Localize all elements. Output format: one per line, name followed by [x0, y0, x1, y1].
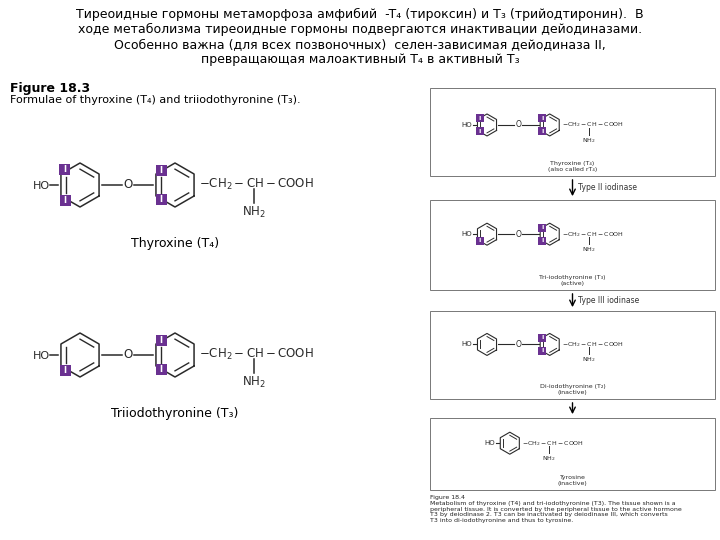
- Bar: [539, 127, 546, 136]
- Text: I: I: [478, 116, 481, 121]
- Text: HO: HO: [462, 341, 472, 347]
- Text: I: I: [160, 336, 163, 346]
- Bar: [475, 127, 484, 136]
- Bar: [475, 237, 484, 245]
- Bar: [430, 311, 715, 399]
- Text: $\mathsf{NH_2}$: $\mathsf{NH_2}$: [582, 245, 595, 254]
- Text: I: I: [541, 348, 544, 354]
- Text: I: I: [63, 366, 66, 375]
- Bar: [539, 114, 546, 123]
- Bar: [475, 114, 484, 123]
- Bar: [156, 363, 166, 375]
- Text: $\mathsf{-CH_2-CH-COOH}$: $\mathsf{-CH_2-CH-COOH}$: [562, 120, 624, 130]
- Bar: [539, 224, 546, 232]
- Text: Tri-iodothyronine (T₃)
(active): Tri-iodothyronine (T₃) (active): [539, 275, 606, 286]
- Text: HO: HO: [462, 231, 472, 237]
- Text: $\mathsf{NH_2}$: $\mathsf{NH_2}$: [582, 355, 595, 364]
- Text: I: I: [541, 238, 544, 243]
- Text: I: I: [160, 364, 163, 374]
- Text: $\mathsf{-CH_2-CH-COOH}$: $\mathsf{-CH_2-CH-COOH}$: [562, 230, 624, 239]
- Text: HO: HO: [33, 181, 50, 191]
- Text: Тиреоидные гормоны метаморфоза амфибий  -T₄ (тироксин) и T₃ (трийодтиронин).  В: Тиреоидные гормоны метаморфоза амфибий -…: [76, 8, 644, 21]
- Bar: [156, 193, 166, 205]
- Text: $\mathsf{NH_2}$: $\mathsf{NH_2}$: [542, 454, 556, 463]
- Text: Triiodothyronine (T₃): Triiodothyronine (T₃): [112, 407, 239, 420]
- Bar: [430, 418, 715, 490]
- Text: I: I: [541, 116, 544, 121]
- Text: Di-iodothyronine (T₂)
(inactive): Di-iodothyronine (T₂) (inactive): [539, 384, 606, 395]
- Text: Thyroxine (T₄)
(also called rT₄): Thyroxine (T₄) (also called rT₄): [548, 161, 597, 172]
- Text: превращающая малоактивный T₄ в активный T₃: превращающая малоактивный T₄ в активный …: [201, 53, 519, 66]
- Text: I: I: [541, 335, 544, 340]
- Text: I: I: [541, 225, 544, 230]
- Bar: [539, 347, 546, 355]
- Bar: [60, 194, 71, 206]
- Text: O: O: [516, 120, 521, 130]
- Text: $\mathsf{-CH_2-CH-COOH}$: $\mathsf{-CH_2-CH-COOH}$: [562, 340, 624, 349]
- Text: Tyrosine
(inactive): Tyrosine (inactive): [557, 475, 588, 486]
- Text: I: I: [160, 194, 163, 204]
- Text: $\mathsf{-CH_2-CH-COOH}$: $\mathsf{-CH_2-CH-COOH}$: [199, 347, 314, 362]
- Text: O: O: [516, 340, 521, 349]
- Text: $\mathsf{NH_2}$: $\mathsf{NH_2}$: [242, 205, 266, 220]
- Bar: [156, 335, 166, 347]
- Text: Thyroxine (T₄): Thyroxine (T₄): [131, 237, 219, 250]
- Bar: [539, 334, 546, 342]
- Text: ходе метаболизма тиреоидные гормоны подвергаются инактивации дейодиназами.: ходе метаболизма тиреоидные гормоны подв…: [78, 23, 642, 36]
- Bar: [430, 88, 715, 176]
- Bar: [539, 237, 546, 245]
- Text: $\mathsf{NH_2}$: $\mathsf{NH_2}$: [582, 136, 595, 145]
- Text: Figure 18.4
Metabolism of thyroxine (T4) and tri-iodothyronine (T3). The tissue : Figure 18.4 Metabolism of thyroxine (T4)…: [430, 495, 682, 523]
- Bar: [60, 165, 71, 176]
- Bar: [60, 364, 71, 375]
- Text: I: I: [478, 129, 481, 134]
- Text: Type II iodinase: Type II iodinase: [578, 184, 637, 192]
- Bar: [430, 200, 715, 290]
- Text: Особенно важна (для всех позвоночных)  селен-зависимая дейодиназа II,: Особенно важна (для всех позвоночных) се…: [114, 38, 606, 51]
- Text: HO: HO: [33, 351, 50, 361]
- Text: I: I: [63, 165, 66, 174]
- Text: O: O: [123, 348, 132, 361]
- Text: I: I: [478, 238, 481, 243]
- Text: $\mathsf{-CH_2-CH-COOH}$: $\mathsf{-CH_2-CH-COOH}$: [199, 177, 314, 192]
- Text: HO: HO: [462, 122, 472, 128]
- Text: Formulae of thyroxine (T₄) and triiodothyronine (T₃).: Formulae of thyroxine (T₄) and triiodoth…: [10, 95, 301, 105]
- Text: I: I: [63, 195, 66, 205]
- Text: HO: HO: [484, 440, 495, 446]
- Text: I: I: [160, 166, 163, 176]
- Text: $\mathsf{-CH_2-CH-COOH}$: $\mathsf{-CH_2-CH-COOH}$: [522, 438, 584, 448]
- Text: Type III iodinase: Type III iodinase: [578, 296, 640, 305]
- Text: O: O: [516, 230, 521, 239]
- Text: $\mathsf{NH_2}$: $\mathsf{NH_2}$: [242, 375, 266, 390]
- Text: Figure 18.3: Figure 18.3: [10, 82, 90, 95]
- Text: I: I: [541, 129, 544, 134]
- Text: O: O: [123, 179, 132, 192]
- Bar: [156, 165, 166, 177]
